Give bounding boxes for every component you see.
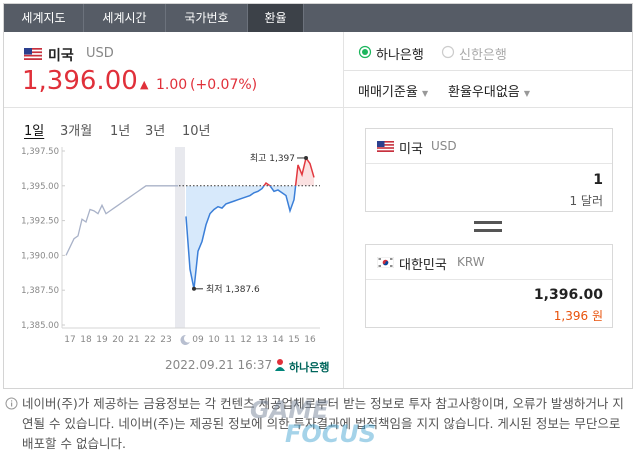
rate: 1,396.00: [22, 66, 138, 96]
us-flag: [24, 48, 42, 60]
dropdown[interactable]: 매매기준율 ▼: [358, 81, 428, 100]
x-tick-label: 17: [64, 335, 75, 345]
info-icon: [5, 397, 18, 410]
chart: 1,385.00 1,387.50 1,390.00 1,392.50 1,395.00…: [21, 147, 320, 345]
y-tick-label: 1,385.00: [21, 321, 59, 331]
x-tick-label: 16: [304, 335, 316, 345]
equals-bar: [474, 229, 502, 232]
from-amount-text: 1 달러: [569, 194, 603, 208]
y-tick-label: 1,397.50: [21, 147, 59, 157]
y-tick-label: 1,395.00: [21, 182, 59, 192]
divider: [343, 32, 344, 388]
period-tab[interactable]: 1년: [110, 124, 131, 139]
y-tick-label: 1,387.50: [21, 286, 59, 296]
tab[interactable]: 국가번호: [166, 4, 248, 32]
converter-to: 대한민국 KRW 1,396.00 1,396 원: [365, 244, 613, 328]
dropdown[interactable]: 환율우대없음 ▼: [448, 81, 530, 100]
period-tab[interactable]: 3년: [145, 124, 166, 139]
tab[interactable]: 세계지도: [4, 4, 84, 32]
x-tick-label: 15: [288, 335, 299, 345]
to-amount-text: 1,396 원: [553, 309, 603, 323]
bank-logo-icon: [275, 359, 285, 371]
dropdown-label: 환율우대없음: [448, 85, 520, 100]
divider: [344, 70, 632, 71]
timestamp: 2022.09.21 16:37: [165, 358, 273, 372]
up-arrow: ▲: [140, 78, 149, 91]
y-tick-label: 1,392.50: [21, 217, 59, 227]
x-tick-label: 14: [272, 335, 284, 345]
from-code: USD: [431, 139, 457, 153]
currency-name: 미국: [48, 48, 74, 64]
area-above: [186, 157, 314, 186]
x-tick-label: 13: [256, 335, 267, 345]
history-line: [65, 185, 178, 256]
x-tick-label: 18: [80, 335, 92, 345]
x-tick-label: 10: [208, 335, 220, 345]
watermark: FOCUS: [285, 420, 377, 448]
bank-option[interactable]: 하나은행: [376, 48, 424, 63]
intraday-line: [185, 185, 297, 289]
from-amount[interactable]: 1: [593, 172, 603, 188]
kr-flag: [377, 257, 394, 268]
x-tick-label: 23: [160, 335, 171, 345]
divider: [344, 107, 632, 108]
widget-frame: [3, 3, 633, 389]
us-flag: [377, 141, 394, 152]
caret: ▼: [523, 89, 531, 98]
currency-code: USD: [86, 46, 114, 61]
divider: [4, 107, 343, 108]
high-point: [304, 155, 308, 160]
tab[interactable]: 세계시간: [84, 4, 166, 32]
from-name: 미국: [399, 142, 423, 157]
converter-header: [366, 129, 612, 164]
to-name: 대한민국: [399, 258, 447, 273]
low-label: 최저 1,387.6: [206, 284, 260, 295]
x-tick-label: 11: [224, 335, 235, 345]
period-tab[interactable]: 1일: [24, 124, 45, 139]
to-amount[interactable]: 1,396.00: [533, 287, 603, 303]
tab[interactable]: 환율: [248, 4, 304, 32]
night-icon: [180, 334, 190, 345]
x-tick-label: 22: [144, 335, 155, 345]
high-label: 최고 1,397: [250, 153, 295, 164]
period-tab[interactable]: 3개월: [60, 124, 93, 139]
notice: 네이버(주)가 제공하는 금융정보는 각 컨텐츠 제공업체로부터 받는 정보로 …: [22, 396, 624, 451]
change: 1.00: [156, 77, 188, 93]
watermark: GAME: [250, 396, 329, 424]
low-point: [192, 286, 196, 291]
period-tab[interactable]: 10년: [182, 124, 211, 139]
caret: ▼: [421, 89, 429, 98]
x-tick-label: 19: [96, 335, 108, 345]
change-percent: (+0.07%): [190, 77, 258, 93]
x-tick-label: 09: [192, 335, 204, 345]
y-tick-label: 1,390.00: [21, 251, 59, 261]
radio[interactable]: [441, 45, 455, 59]
bank-option[interactable]: 신한은행: [459, 48, 507, 63]
x-tick-label: 12: [240, 335, 251, 345]
bank-logo: 하나은행: [289, 361, 330, 374]
converter-from: 미국 USD 1 1 달러: [365, 128, 613, 212]
x-tick-label: 20: [112, 335, 124, 345]
dropdown-label: 매매기준율: [358, 85, 418, 100]
equals-bar: [474, 221, 502, 224]
night-band: [175, 147, 185, 328]
x-tick-label: 21: [128, 335, 139, 345]
area-below: [186, 185, 296, 289]
radio-selected[interactable]: [358, 45, 372, 59]
tab-bar: 세계지도 세계시간 국가번호 환율: [4, 4, 632, 32]
converter-header: [366, 245, 612, 280]
to-code: KRW: [457, 255, 485, 269]
